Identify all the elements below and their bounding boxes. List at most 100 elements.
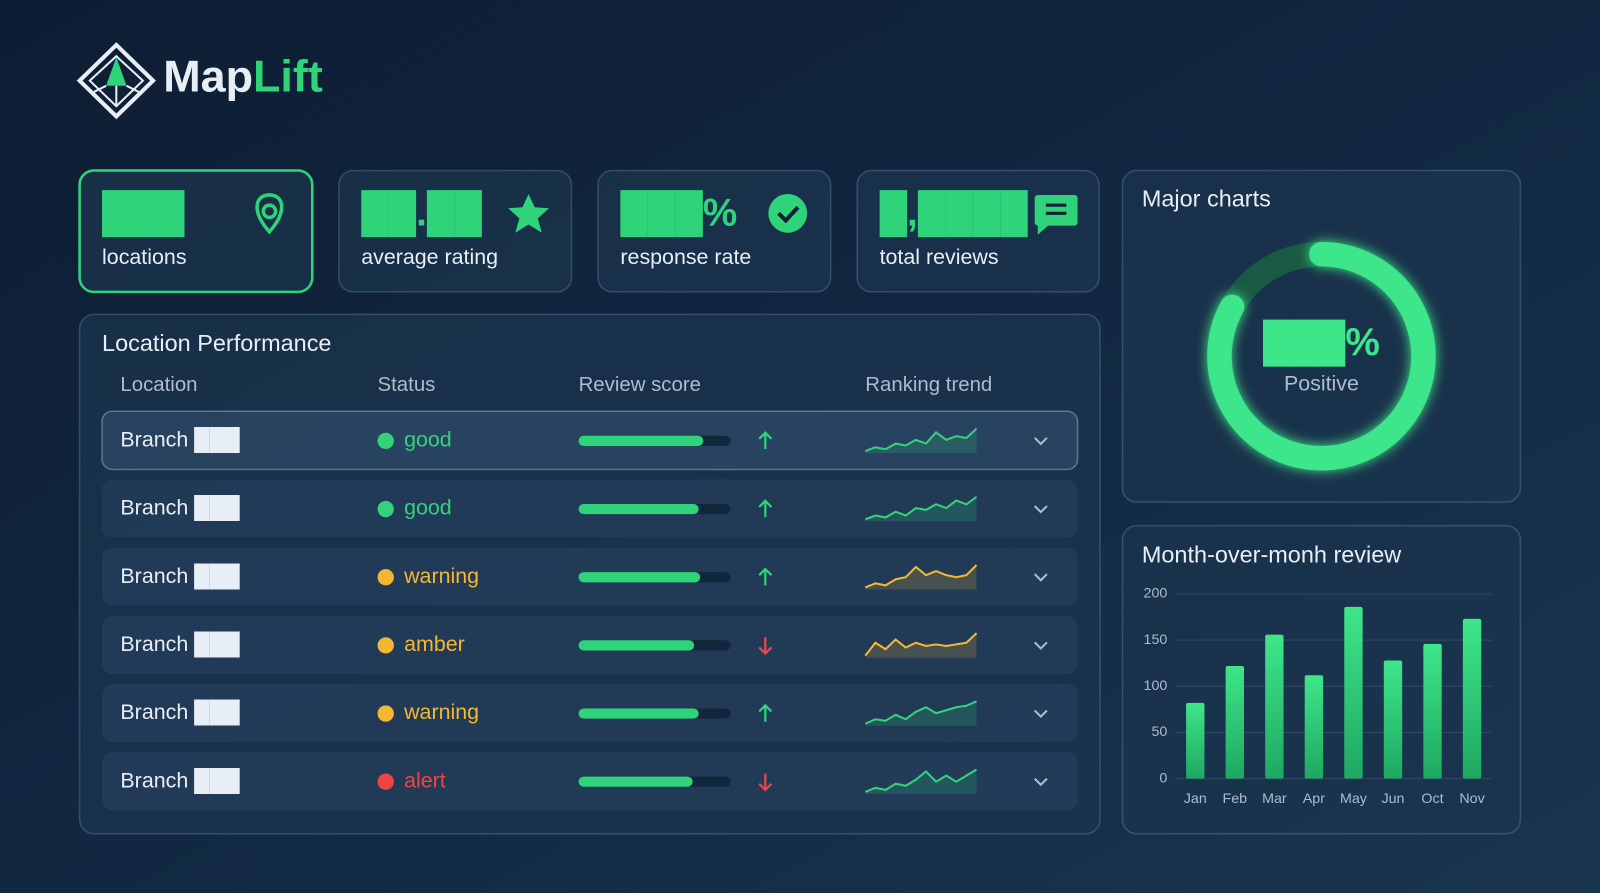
status-text: good <box>404 496 452 520</box>
bar <box>1423 643 1442 779</box>
donut-arc <box>1207 241 1436 471</box>
status-text: warning <box>403 700 479 724</box>
score-bar <box>578 776 693 787</box>
kpi-value: █,████ <box>880 190 1029 238</box>
x-tick-label: Jun <box>1381 791 1404 807</box>
score-bar <box>578 572 701 583</box>
panel <box>78 169 314 294</box>
sparkline-area <box>865 564 977 590</box>
expand-chevron[interactable] <box>1033 641 1048 650</box>
trend-arrow <box>758 773 773 792</box>
y-tick-label: 200 <box>1144 586 1168 602</box>
expand-chevron[interactable] <box>1033 573 1048 582</box>
status-text: good <box>404 428 452 452</box>
column-header: Review score <box>579 374 701 396</box>
score-bar <box>578 708 699 719</box>
pin-icon <box>255 193 284 235</box>
star-icon <box>508 193 549 233</box>
bar <box>1462 618 1482 779</box>
bar <box>1225 665 1245 779</box>
trend-arrow <box>758 703 773 722</box>
bar <box>1265 634 1284 779</box>
logo <box>76 42 156 120</box>
bar <box>1186 702 1205 779</box>
status-text: warning <box>403 564 479 588</box>
location-name: Branch ███ <box>120 495 240 522</box>
check-mark <box>777 205 800 224</box>
status-dot <box>377 637 394 654</box>
kpi-label: locations <box>102 245 187 269</box>
location-name: Branch ███ <box>120 631 240 658</box>
x-tick-label: Oct <box>1421 791 1443 807</box>
sparkline <box>864 632 978 657</box>
sparkline <box>864 427 978 453</box>
kpi-label: average rating <box>361 245 498 269</box>
y-tick-label: 0 <box>1159 770 1167 786</box>
kpi-value: ███% <box>620 190 737 238</box>
donut-label: Positive <box>1284 371 1359 395</box>
column-header: Location <box>120 374 197 396</box>
brand-part: Lift <box>253 51 323 102</box>
sparkline-area <box>865 428 977 454</box>
expand-chevron[interactable] <box>1033 505 1048 514</box>
sparkline-area <box>865 769 977 794</box>
kpi-value: ███ <box>102 190 185 238</box>
kpi-value: ██.██ <box>361 190 482 238</box>
kpi-label: total reviews <box>880 245 999 269</box>
status-dot <box>377 432 394 450</box>
score-bar <box>578 435 704 446</box>
sparkline <box>864 768 978 793</box>
location-name: Branch ███ <box>120 767 240 794</box>
status-dot <box>377 500 394 518</box>
bar <box>1344 606 1363 779</box>
sparkline <box>864 495 978 521</box>
brand-part: Map <box>163 51 253 102</box>
y-tick-label: 150 <box>1144 632 1168 648</box>
column-header: Ranking trend <box>865 374 992 396</box>
status-dot <box>377 773 394 790</box>
panel-title: Major charts <box>1142 185 1271 211</box>
chat-lines <box>1045 203 1067 215</box>
brand-name: MapLift <box>163 51 323 102</box>
bar <box>1383 660 1403 779</box>
x-tick-label: Jan <box>1184 791 1207 807</box>
score-bar <box>578 640 695 651</box>
trend-arrow <box>758 567 773 586</box>
check-icon <box>768 193 808 233</box>
column-header: Status <box>378 374 436 396</box>
location-name: Branch ███ <box>120 699 240 726</box>
score-bar <box>578 503 699 515</box>
x-tick-label: Feb <box>1223 791 1248 807</box>
trend-arrow <box>758 637 773 656</box>
panel <box>1121 169 1522 503</box>
x-tick-label: Nov <box>1459 791 1485 807</box>
y-tick-label: 50 <box>1151 724 1167 740</box>
y-tick-label: 100 <box>1144 678 1168 694</box>
status-text: alert <box>404 768 446 792</box>
status-text: amber <box>404 632 465 656</box>
trend-arrow <box>758 499 773 518</box>
expand-chevron[interactable] <box>1033 777 1048 787</box>
table-title: Location Performance <box>102 330 331 356</box>
donut-value: ███% <box>1263 319 1380 367</box>
location-name: Branch ███ <box>120 427 240 454</box>
sparkline-area <box>865 701 977 726</box>
sparkline <box>864 564 978 589</box>
location-name: Branch ███ <box>120 563 240 590</box>
x-tick-label: Mar <box>1262 791 1287 807</box>
status-dot <box>377 705 394 722</box>
x-tick-label: May <box>1340 791 1368 807</box>
bar <box>1304 675 1324 779</box>
expand-chevron[interactable] <box>1033 709 1048 719</box>
panel <box>338 169 573 293</box>
expand-chevron[interactable] <box>1033 437 1048 446</box>
sparkline <box>864 700 977 725</box>
kpi-label: response rate <box>620 245 751 269</box>
x-tick-label: Apr <box>1303 791 1325 807</box>
status-dot <box>377 569 394 586</box>
chart-title: Month-over-monh review <box>1142 541 1401 567</box>
trend-arrow <box>758 431 773 450</box>
panel <box>597 169 832 293</box>
